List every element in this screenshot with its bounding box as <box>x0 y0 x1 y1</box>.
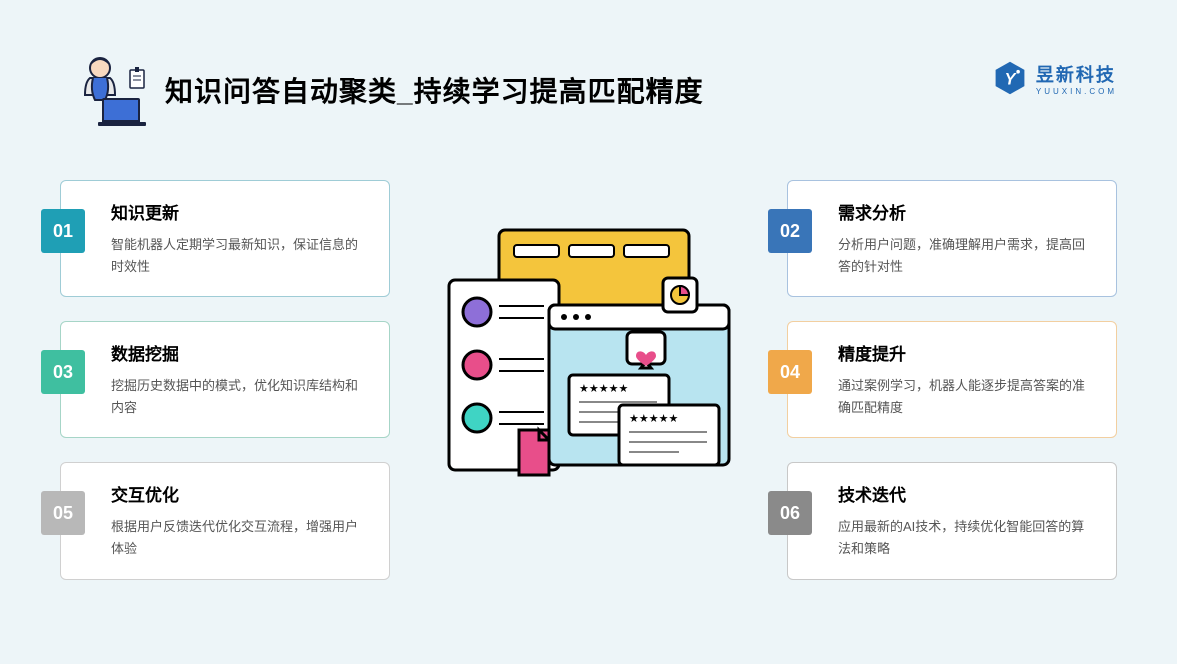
center-illustration: ★★★★★ ★★★★★ <box>419 200 759 500</box>
card-number-02: 02 <box>768 209 812 253</box>
card-05: 05 交互优化 根据用户反馈迭代优化交互流程，增强用户体验 <box>60 462 390 579</box>
svg-text:★★★★★: ★★★★★ <box>579 383 628 395</box>
card-number-05: 05 <box>41 491 85 535</box>
card-title: 交互优化 <box>111 481 369 506</box>
card-02: 02 需求分析 分析用户问题，准确理解用户需求，提高回答的针对性 <box>787 180 1117 297</box>
logo-text-main: 昱新科技 <box>1036 61 1117 87</box>
logo-text-sub: YUUXIN.COM <box>1036 87 1117 96</box>
card-title: 知识更新 <box>111 199 369 224</box>
card-number-06: 06 <box>768 491 812 535</box>
logo: Y 昱新科技 YUUXIN.COM <box>992 60 1117 96</box>
card-desc: 通过案例学习，机器人能逐步提高答案的准确匹配精度 <box>838 375 1096 419</box>
card-title: 技术迭代 <box>838 481 1096 506</box>
card-title: 需求分析 <box>838 199 1096 224</box>
card-01: 01 知识更新 智能机器人定期学习最新知识，保证信息的时效性 <box>60 180 390 297</box>
svg-text:★★★★★: ★★★★★ <box>629 413 678 425</box>
right-column: 02 需求分析 分析用户问题，准确理解用户需求，提高回答的针对性 04 精度提升… <box>787 180 1117 580</box>
card-06: 06 技术迭代 应用最新的AI技术，持续优化智能回答的算法和策略 <box>787 462 1117 579</box>
card-04: 04 精度提升 通过案例学习，机器人能逐步提高答案的准确匹配精度 <box>787 321 1117 438</box>
person-laptop-illustration <box>60 50 150 130</box>
card-desc: 智能机器人定期学习最新知识，保证信息的时效性 <box>111 234 369 278</box>
card-title: 精度提升 <box>838 340 1096 365</box>
card-number-04: 04 <box>768 350 812 394</box>
card-title: 数据挖掘 <box>111 340 369 365</box>
card-03: 03 数据挖掘 挖掘历史数据中的模式，优化知识库结构和内容 <box>60 321 390 438</box>
left-column: 01 知识更新 智能机器人定期学习最新知识，保证信息的时效性 03 数据挖掘 挖… <box>60 180 390 580</box>
card-number-03: 03 <box>41 350 85 394</box>
card-desc: 分析用户问题，准确理解用户需求，提高回答的针对性 <box>838 234 1096 278</box>
page-title: 知识问答自动聚类_持续学习提高匹配精度 <box>165 70 704 110</box>
content: 01 知识更新 智能机器人定期学习最新知识，保证信息的时效性 03 数据挖掘 挖… <box>60 180 1117 580</box>
logo-icon: Y <box>992 60 1028 96</box>
card-desc: 挖掘历史数据中的模式，优化知识库结构和内容 <box>111 375 369 419</box>
card-desc: 应用最新的AI技术，持续优化智能回答的算法和策略 <box>838 516 1096 560</box>
card-desc: 根据用户反馈迭代优化交互流程，增强用户体验 <box>111 516 369 560</box>
header: 知识问答自动聚类_持续学习提高匹配精度 Y 昱新科技 YUUXIN.COM <box>60 50 1117 130</box>
card-number-01: 01 <box>41 209 85 253</box>
